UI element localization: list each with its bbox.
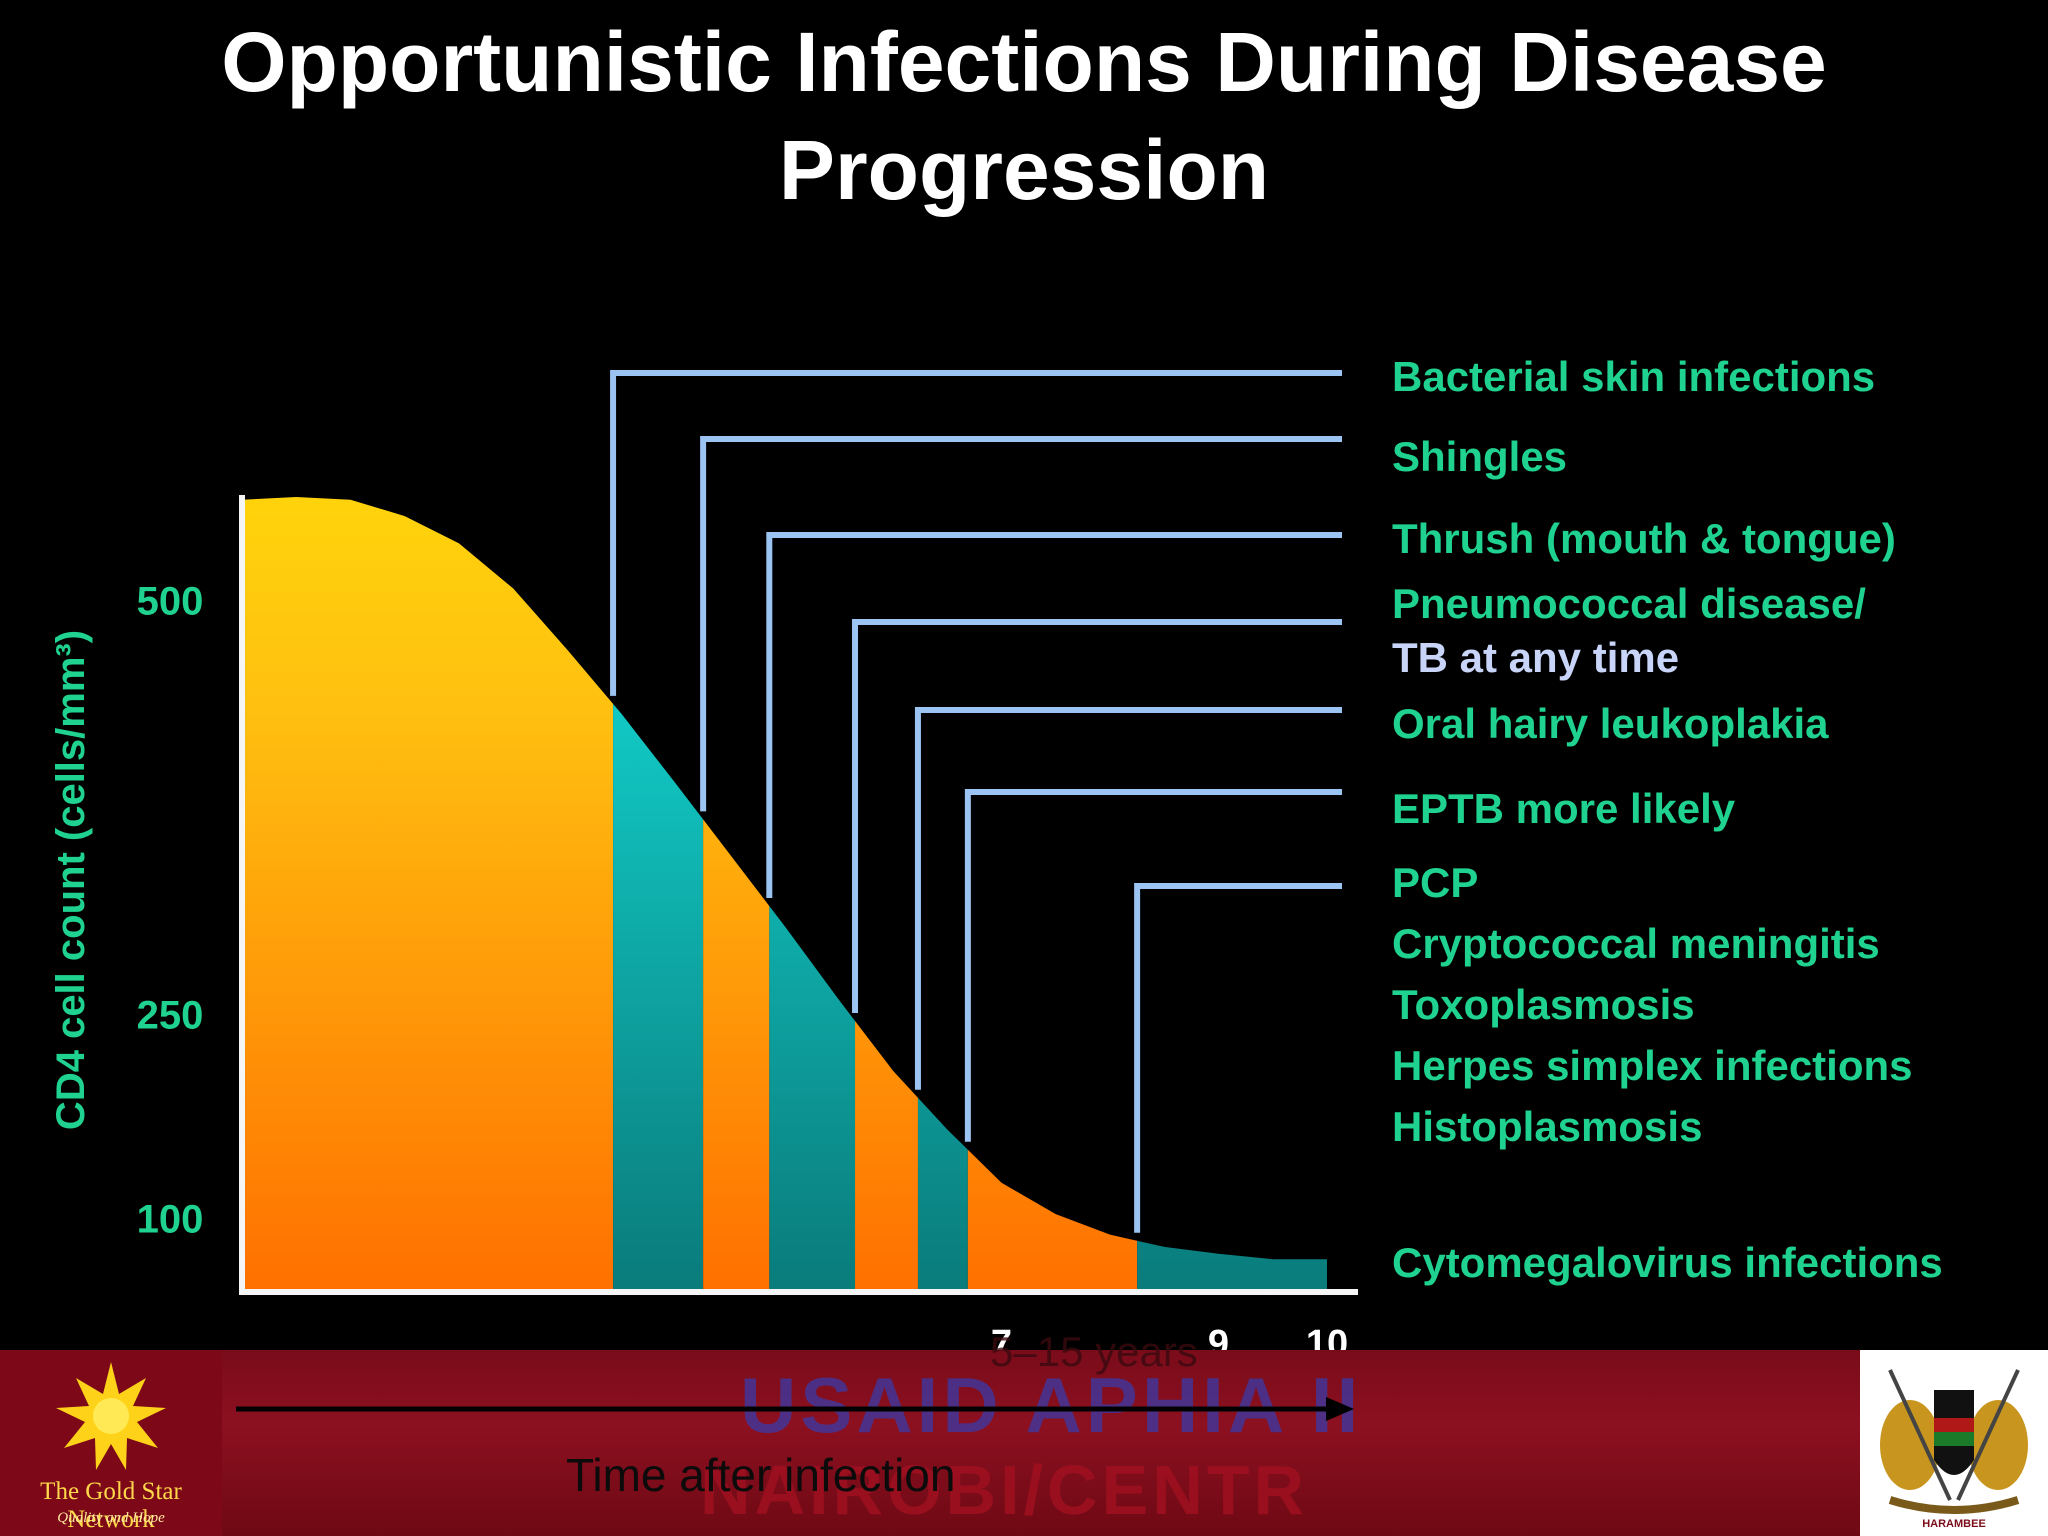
band-yellow xyxy=(703,496,770,1292)
band-cyan xyxy=(917,496,968,1292)
y-tick-label: 100 xyxy=(137,1198,204,1242)
watermark-region: NAIROBI/CENTR xyxy=(700,1451,1309,1529)
onset-bracket xyxy=(852,619,1342,1013)
org-name: The Gold Star Network xyxy=(40,1478,182,1533)
onset-bracket xyxy=(610,370,1342,696)
infection-label: Herpes simplex infections xyxy=(1392,1042,1913,1089)
y-tick-label: 500 xyxy=(137,580,204,624)
infection-label: EPTB more likely xyxy=(1392,785,1736,832)
footer-banner: The Gold Star Network Quality and Hope U… xyxy=(0,1328,2048,1536)
star-burst-icon xyxy=(56,1362,166,1470)
infection-label: Pneumococcal disease/ xyxy=(1392,580,1866,627)
infection-label: PCP xyxy=(1392,859,1478,906)
coat-of-arms-icon xyxy=(1880,1369,2028,1514)
onset-bracket xyxy=(700,436,1342,812)
watermark-usaid: USAID APHIA II xyxy=(740,1361,1363,1449)
band-yellow xyxy=(242,496,614,1292)
band-cyan xyxy=(769,496,856,1292)
curve-area xyxy=(242,496,1327,1292)
band-cyan xyxy=(1137,496,1327,1292)
infection-label: Oral hairy leukoplakia xyxy=(1392,700,1829,747)
x-tick-label: 10 xyxy=(1306,1323,1348,1350)
y-tick-label: 250 xyxy=(137,994,204,1038)
x-axis-title: Time after infection xyxy=(566,1449,956,1501)
band-yellow xyxy=(967,496,1138,1292)
infection-label: Thrush (mouth & tongue) xyxy=(1392,515,1896,562)
x-tick-label: 9 xyxy=(1208,1323,1229,1350)
infection-label: Cryptococcal meningitis xyxy=(1392,920,1880,967)
infection-label-note: TB at any time xyxy=(1392,634,1679,681)
coat-of-arms-motto: HARAMBEE xyxy=(1922,1518,1986,1530)
onset-bracket xyxy=(964,789,1342,1142)
time-axis-arrow xyxy=(236,1397,1354,1421)
infection-label: Mycobacterium avium xyxy=(1392,1344,1833,1350)
band-yellow xyxy=(855,496,918,1292)
x-tick-label: 7 xyxy=(991,1323,1012,1350)
x-range-label: 5–15 years xyxy=(990,1328,1198,1375)
onset-bracket xyxy=(914,707,1342,1090)
onset-bracket xyxy=(766,532,1342,899)
gold-star-network-logo: The Gold Star Network Quality and Hope xyxy=(0,1350,222,1536)
infection-label: Histoplasmosis xyxy=(1392,1103,1702,1150)
infection-label: Toxoplasmosis xyxy=(1392,981,1695,1028)
y-axis-title: CD4 cell count (cells/mm³) xyxy=(49,630,93,1130)
band-cyan xyxy=(613,496,704,1292)
infection-label: Shingles xyxy=(1392,433,1567,480)
infection-label: Bacterial skin infections xyxy=(1392,353,1875,400)
onset-bracket xyxy=(1134,883,1342,1233)
org-tagline: Quality and Hope xyxy=(57,1510,165,1526)
slide-title: Opportunistic Infections During Disease … xyxy=(221,15,1827,217)
infection-label: Cytomegalovirus infections xyxy=(1392,1239,1943,1286)
kenya-coat-of-arms: HARAMBEE xyxy=(1860,1350,2048,1536)
